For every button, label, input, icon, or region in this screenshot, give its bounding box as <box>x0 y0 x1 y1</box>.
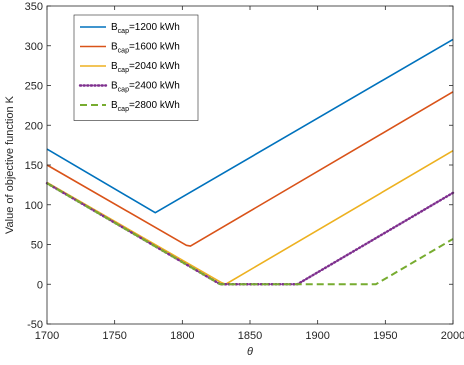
x-tick-label: 1850 <box>238 330 262 342</box>
x-tick-label: 1750 <box>102 330 126 342</box>
legend-label-5: Bcap=2800 kWh <box>111 100 180 113</box>
x-tick-label: 2000 <box>441 330 464 342</box>
y-tick-label: 300 <box>25 41 43 53</box>
series-line-5 <box>46 182 454 286</box>
x-tick-label: 1700 <box>35 330 59 342</box>
legend-label-4: Bcap=2400 kWh <box>111 81 180 94</box>
y-tick-label: 350 <box>25 1 43 13</box>
y-tick-label: 200 <box>25 120 43 132</box>
series-line-2 <box>46 91 454 247</box>
series-layer <box>45 38 455 286</box>
y-tick-label: 0 <box>37 279 43 291</box>
y-tick-label: 250 <box>25 81 43 93</box>
series-line-1 <box>46 38 454 214</box>
legend-label-2: Bcap=1600 kWh <box>111 42 180 55</box>
legend-box <box>73 14 199 121</box>
x-tick-label: 1900 <box>305 330 329 342</box>
legend-label-1: Bcap=1200 kWh <box>111 22 180 35</box>
y-tick-label: 100 <box>25 200 43 212</box>
x-tick-label: 1950 <box>373 330 397 342</box>
legend-label-3: Bcap=2040 kWh <box>111 61 180 74</box>
x-axis-label: θ <box>247 346 253 358</box>
axis-ticks <box>46 5 454 325</box>
y-tick-label: 50 <box>31 240 43 252</box>
y-axis-label: Value of objective function K <box>4 95 16 234</box>
legend: Bcap=1200 kWh Bcap=1600 kWh Bcap=2040 kWh B… <box>73 14 199 121</box>
axis-tick-labels: 1700 1750 1800 1850 1900 1950 2000 -50 0 50 100 150… <box>25 1 464 342</box>
x-tick-label: 1800 <box>170 330 194 342</box>
y-tick-label: -50 <box>27 319 43 331</box>
y-tick-label: 150 <box>25 160 43 172</box>
